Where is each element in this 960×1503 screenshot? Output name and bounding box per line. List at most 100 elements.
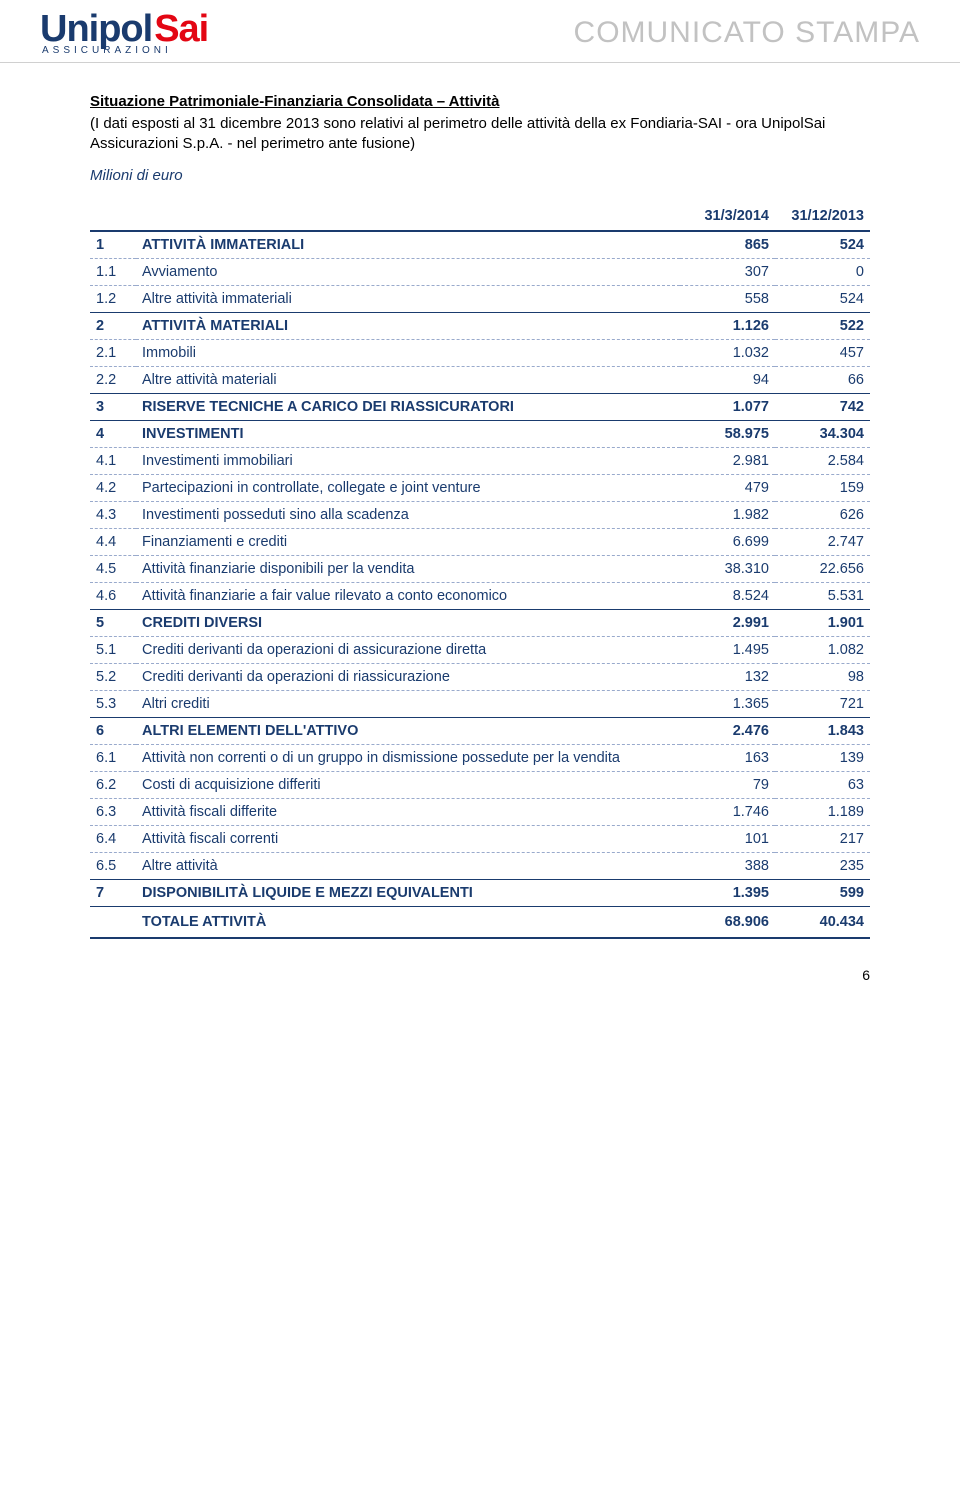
row-value-2: 139 [775,745,870,772]
row-value-2: 63 [775,772,870,799]
row-label: Crediti derivanti da operazioni di assic… [136,637,680,664]
row-value-1: 2.476 [680,718,775,745]
row-code: 6.3 [90,799,136,826]
row-value-2: 524 [775,231,870,259]
row-value-2: 1.189 [775,799,870,826]
row-label: Avviamento [136,259,680,286]
row-value-1: 1.495 [680,637,775,664]
row-value-1: 163 [680,745,775,772]
row-label: Immobili [136,340,680,367]
row-value-1: 1.746 [680,799,775,826]
table-row: 4.1Investimenti immobiliari2.9812.584 [90,448,870,475]
row-code: 4.6 [90,583,136,610]
row-code: 5 [90,610,136,637]
table-row: 5.3Altri crediti1.365721 [90,691,870,718]
row-value-1: 38.310 [680,556,775,583]
row-label: Investimenti immobiliari [136,448,680,475]
row-code: 3 [90,394,136,421]
header-banner: UnipolSai ASSICURAZIONI COMUNICATO STAMP… [0,0,960,63]
logo-part1: Unipol [40,10,152,48]
page-number: 6 [90,967,870,983]
row-code: 7 [90,880,136,907]
table-row: 4.3Investimenti posseduti sino alla scad… [90,502,870,529]
row-label: Altre attività materiali [136,367,680,394]
table-row: 2.1Immobili1.032457 [90,340,870,367]
row-code: 6 [90,718,136,745]
row-value-2: 599 [775,880,870,907]
table-row: 1.1Avviamento3070 [90,259,870,286]
row-value-1: 1.077 [680,394,775,421]
row-value-2: 159 [775,475,870,502]
table-row: 4INVESTIMENTI58.97534.304 [90,421,870,448]
table-row: 7DISPONIBILITÀ LIQUIDE E MEZZI EQUIVALEN… [90,880,870,907]
table-row: 4.2Partecipazioni in controllate, colleg… [90,475,870,502]
row-value-2: 2.747 [775,529,870,556]
row-value-1: 558 [680,286,775,313]
row-value-1: 1.395 [680,880,775,907]
row-code: 6.2 [90,772,136,799]
row-label: INVESTIMENTI [136,421,680,448]
banner-title: COMUNICATO STAMPA [574,16,920,50]
row-label: Finanziamenti e crediti [136,529,680,556]
table-row: 2.2Altre attività materiali9466 [90,367,870,394]
table-row: 2ATTIVITÀ MATERIALI1.126522 [90,313,870,340]
doc-title: Situazione Patrimoniale-Finanziaria Cons… [90,93,870,110]
table-row: 6.3Attività fiscali differite1.7461.189 [90,799,870,826]
row-value-1: 79 [680,772,775,799]
table-row: 4.5Attività finanziarie disponibili per … [90,556,870,583]
row-label: Attività fiscali correnti [136,826,680,853]
units-label: Milioni di euro [90,167,870,184]
row-code: 4.2 [90,475,136,502]
table-row: 6.5Altre attività388235 [90,853,870,880]
table-row: 6.1Attività non correnti o di un gruppo … [90,745,870,772]
row-value-2: 1.901 [775,610,870,637]
row-label: ATTIVITÀ MATERIALI [136,313,680,340]
row-code: 4 [90,421,136,448]
row-value-2: 524 [775,286,870,313]
row-value-1: 58.975 [680,421,775,448]
row-value-2: 626 [775,502,870,529]
row-label: Attività fiscali differite [136,799,680,826]
row-value-2: 522 [775,313,870,340]
row-label: Costi di acquisizione differiti [136,772,680,799]
row-value-1: 388 [680,853,775,880]
row-code: 1 [90,231,136,259]
row-value-1: 1.032 [680,340,775,367]
row-value-1: 307 [680,259,775,286]
row-value-1: 101 [680,826,775,853]
logo: UnipolSai ASSICURAZIONI [40,10,208,56]
row-code: 1.2 [90,286,136,313]
col-period-2: 31/12/2013 [775,202,870,231]
row-code: 4.4 [90,529,136,556]
row-label: Attività non correnti o di un gruppo in … [136,745,680,772]
row-value-1: 865 [680,231,775,259]
table-row: 6ALTRI ELEMENTI DELL'ATTIVO2.4761.843 [90,718,870,745]
row-label: RISERVE TECNICHE A CARICO DEI RIASSICURA… [136,394,680,421]
row-value-2: 0 [775,259,870,286]
row-code: 4.1 [90,448,136,475]
row-code: 5.1 [90,637,136,664]
row-label: ATTIVITÀ IMMATERIALI [136,231,680,259]
row-code: 1.1 [90,259,136,286]
row-code: 5.2 [90,664,136,691]
table-row: 5CREDITI DIVERSI2.9911.901 [90,610,870,637]
row-value-2: 217 [775,826,870,853]
row-label: Crediti derivanti da operazioni di riass… [136,664,680,691]
row-code: 4.5 [90,556,136,583]
logo-part2: Sai [154,10,208,48]
row-code: 6.1 [90,745,136,772]
row-value-2: 22.656 [775,556,870,583]
row-value-2: 5.531 [775,583,870,610]
row-value-2: 1.082 [775,637,870,664]
content: Situazione Patrimoniale-Finanziaria Cons… [0,63,960,1019]
row-label: Attività finanziarie a fair value rileva… [136,583,680,610]
table-header-row: 31/3/2014 31/12/2013 [90,202,870,231]
table-row: 5.1Crediti derivanti da operazioni di as… [90,637,870,664]
row-code [90,907,136,939]
row-value-1: 94 [680,367,775,394]
row-value-2: 2.584 [775,448,870,475]
table-row: 5.2Crediti derivanti da operazioni di ri… [90,664,870,691]
row-code: 2 [90,313,136,340]
row-code: 4.3 [90,502,136,529]
row-label: ALTRI ELEMENTI DELL'ATTIVO [136,718,680,745]
